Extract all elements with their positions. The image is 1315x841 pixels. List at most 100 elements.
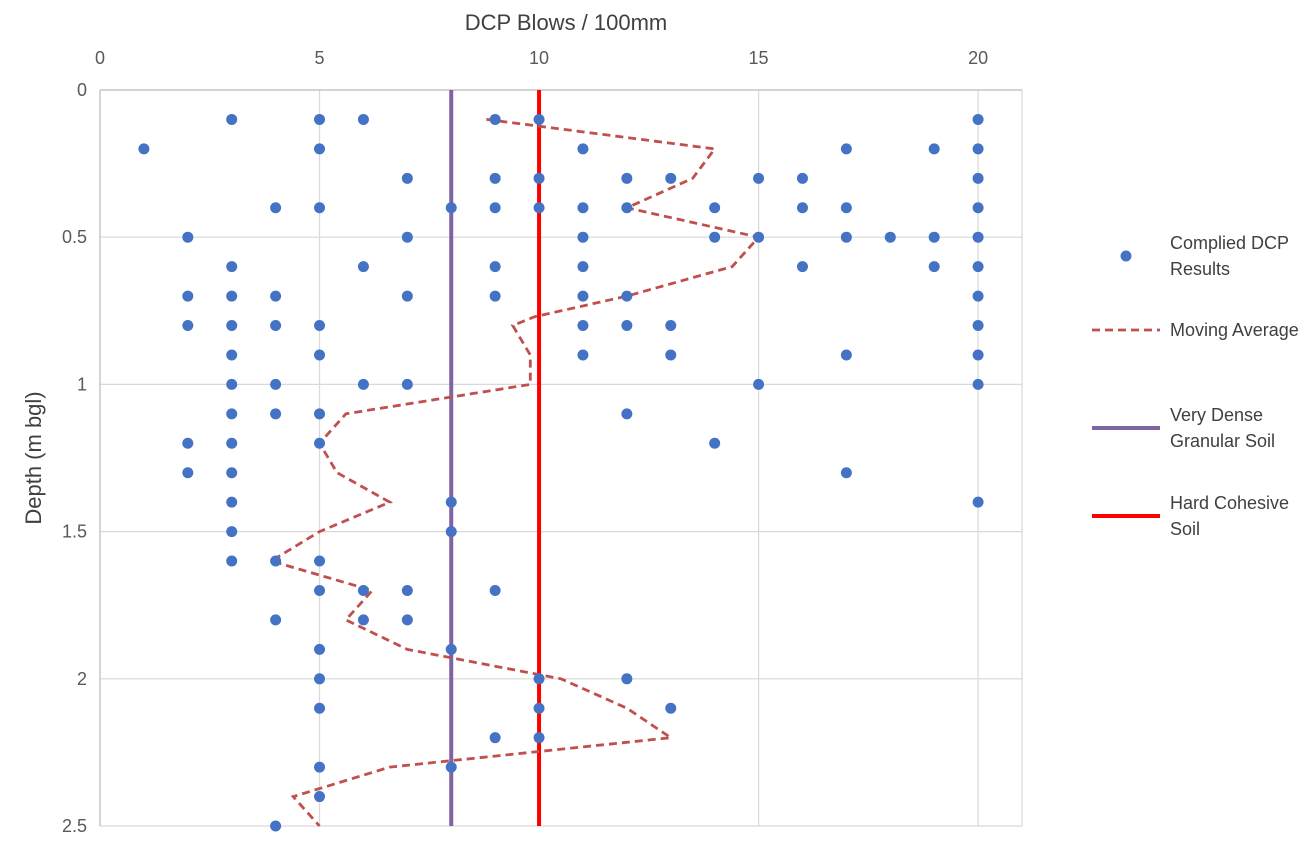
- data-point: [884, 231, 896, 243]
- data-point: [928, 261, 940, 273]
- data-point: [226, 349, 238, 361]
- data-point: [314, 113, 326, 125]
- legend-entry: Very Dense Granular Soil: [1092, 405, 1275, 451]
- data-point: [489, 732, 501, 744]
- data-point: [972, 172, 984, 184]
- data-point: [577, 231, 589, 243]
- data-point: [357, 113, 369, 125]
- data-point: [401, 172, 413, 184]
- data-point: [753, 378, 765, 390]
- y-tick-label: 2: [77, 669, 87, 689]
- data-point: [270, 408, 282, 420]
- data-point: [621, 290, 633, 302]
- data-point: [533, 113, 545, 125]
- data-point: [489, 113, 501, 125]
- y-axis-title: Depth (m bgl): [21, 391, 46, 524]
- legend-label: Complied DCP: [1170, 233, 1289, 253]
- x-tick-label: 5: [315, 48, 325, 68]
- data-point: [226, 526, 238, 538]
- data-point: [226, 113, 238, 125]
- data-point: [621, 408, 633, 420]
- data-point: [226, 261, 238, 273]
- data-point: [840, 231, 852, 243]
- y-tick-label: 1: [77, 374, 87, 394]
- data-point: [577, 143, 589, 155]
- data-point: [972, 113, 984, 125]
- data-point: [972, 496, 984, 508]
- data-point: [182, 320, 194, 332]
- y-tick-label: 0: [77, 80, 87, 100]
- data-point: [314, 202, 326, 214]
- data-point: [357, 614, 369, 626]
- y-tick-label: 2.5: [62, 816, 87, 836]
- data-point: [314, 643, 326, 655]
- data-point: [972, 143, 984, 155]
- data-point: [357, 378, 369, 390]
- data-point: [577, 202, 589, 214]
- data-point: [972, 231, 984, 243]
- x-axis-title: DCP Blows / 100mm: [465, 10, 668, 35]
- data-point: [709, 437, 721, 449]
- data-point: [314, 349, 326, 361]
- data-point: [621, 320, 633, 332]
- data-point: [533, 172, 545, 184]
- legend-label: Moving Average: [1170, 320, 1299, 340]
- data-point: [665, 320, 677, 332]
- tick-labels: 0 5 10 15 20 0 0.5 1 1.5 2 2.5: [62, 48, 988, 836]
- data-point: [226, 408, 238, 420]
- data-point: [972, 378, 984, 390]
- data-point: [796, 172, 808, 184]
- legend-label: Results: [1170, 259, 1230, 279]
- legend-label: Hard Cohesive: [1170, 493, 1289, 513]
- grid: [99, 89, 1023, 827]
- data-point: [840, 143, 852, 155]
- data-point: [226, 378, 238, 390]
- scatter-points: [138, 113, 984, 832]
- data-point: [401, 584, 413, 596]
- data-point: [972, 290, 984, 302]
- x-tick-label: 0: [95, 48, 105, 68]
- data-point: [445, 526, 457, 538]
- data-point: [928, 143, 940, 155]
- data-point: [270, 202, 282, 214]
- data-point: [489, 202, 501, 214]
- legend-marker: [1120, 250, 1132, 262]
- data-point: [533, 673, 545, 685]
- data-point: [796, 261, 808, 273]
- data-point: [401, 231, 413, 243]
- threshold-lines: [449, 90, 542, 826]
- data-point: [489, 290, 501, 302]
- data-point: [314, 791, 326, 803]
- data-point: [489, 172, 501, 184]
- data-point: [753, 231, 765, 243]
- data-point: [577, 349, 589, 361]
- y-tick-label: 0.5: [62, 227, 87, 247]
- data-point: [621, 172, 633, 184]
- data-point: [665, 172, 677, 184]
- data-point: [138, 143, 150, 155]
- data-point: [972, 349, 984, 361]
- data-point: [270, 290, 282, 302]
- legend-label: Very Dense: [1170, 405, 1263, 425]
- data-point: [489, 261, 501, 273]
- data-point: [401, 614, 413, 626]
- data-point: [445, 202, 457, 214]
- data-point: [314, 143, 326, 155]
- data-point: [182, 231, 194, 243]
- data-point: [314, 437, 326, 449]
- data-point: [621, 202, 633, 214]
- data-point: [314, 320, 326, 332]
- legend-label: Soil: [1170, 519, 1200, 539]
- data-point: [445, 496, 457, 508]
- data-point: [665, 702, 677, 714]
- data-point: [445, 761, 457, 773]
- x-tick-label: 20: [968, 48, 988, 68]
- data-point: [972, 320, 984, 332]
- moving-average-layer: [267, 118, 762, 827]
- data-point: [796, 202, 808, 214]
- data-point: [182, 290, 194, 302]
- legend-entry: Moving Average: [1092, 320, 1299, 340]
- data-point: [972, 261, 984, 273]
- data-point: [314, 555, 326, 567]
